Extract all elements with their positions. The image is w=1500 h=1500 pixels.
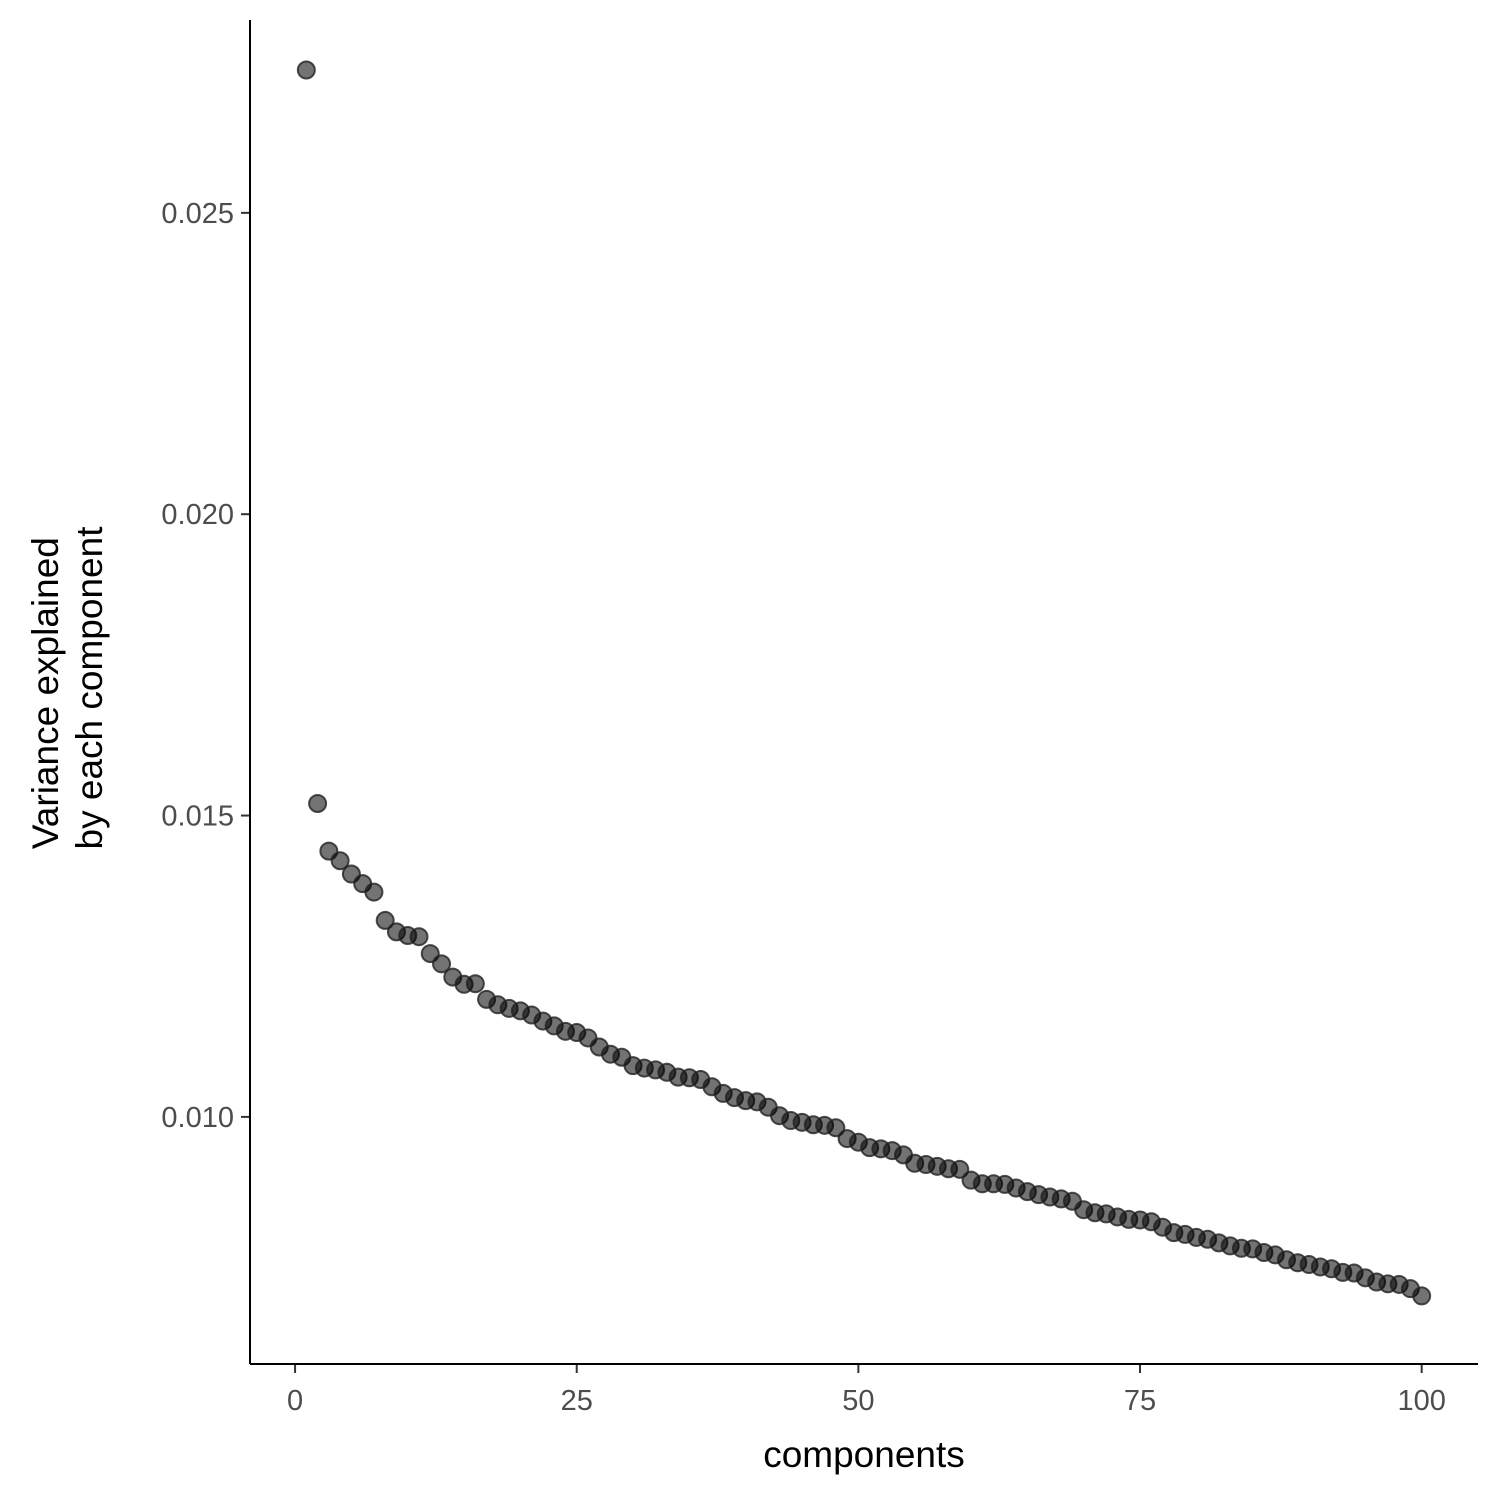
- data-point: [826, 1118, 846, 1138]
- y-tick-label: 0.015: [161, 801, 234, 833]
- data-point: [308, 793, 328, 813]
- x-tick-label: 0: [287, 1385, 303, 1417]
- x-tick-label: 75: [1124, 1385, 1156, 1417]
- y-tick-label: 0.025: [161, 198, 234, 230]
- data-point: [296, 60, 316, 80]
- y-tick-label: 0.020: [161, 499, 234, 531]
- y-tick-label: 0.010: [161, 1102, 234, 1134]
- data-point: [432, 954, 452, 974]
- data-point: [375, 910, 395, 930]
- y-axis-title: Variance explained by each component: [25, 526, 110, 850]
- x-axis-ticks: 0 25 50 75 100: [287, 1364, 1446, 1417]
- data-points: [296, 60, 1432, 1306]
- data-point: [364, 882, 384, 902]
- data-point: [1412, 1286, 1432, 1306]
- data-point: [950, 1159, 970, 1179]
- data-point: [409, 927, 429, 947]
- x-axis-title: components: [763, 1434, 965, 1475]
- data-point: [330, 851, 350, 871]
- y-axis-title-line-1: Variance explained: [25, 537, 66, 849]
- x-tick-label: 25: [561, 1385, 593, 1417]
- y-axis-ticks: 0.010 0.015 0.020 0.025: [161, 198, 250, 1134]
- y-axis-title-line-2: by each component: [69, 526, 110, 850]
- x-tick-label: 50: [842, 1385, 874, 1417]
- x-tick-label: 100: [1397, 1385, 1445, 1417]
- data-point: [465, 974, 485, 994]
